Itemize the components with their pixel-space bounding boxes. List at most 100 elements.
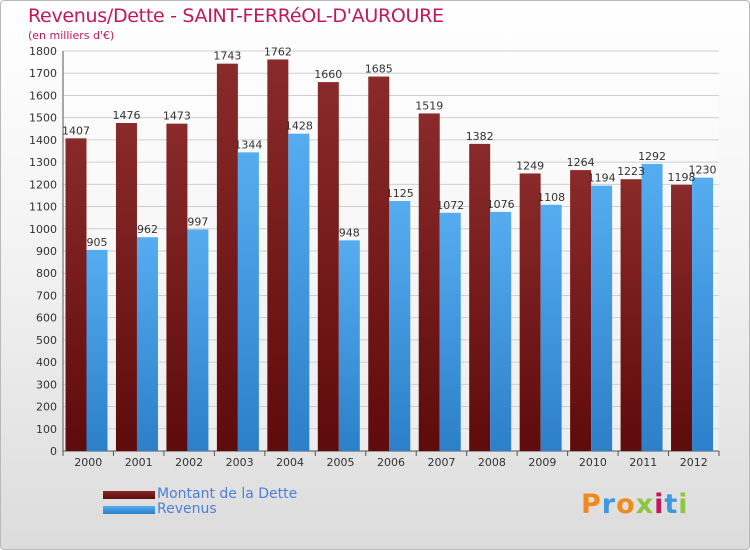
- legend-swatch-revenus: [103, 506, 155, 514]
- data-label-dette: 1382: [466, 130, 494, 143]
- bar-dette: [267, 59, 289, 451]
- legend-label-dette: Montant de la Dette: [157, 486, 298, 502]
- chart-title: Revenus/Dette - SAINT-FERRéOL-D'AUROURE: [28, 5, 444, 27]
- data-label-revenus: 948: [339, 226, 360, 239]
- bar-dette: [671, 184, 693, 451]
- bar-revenus: [591, 185, 613, 451]
- y-tick-label: 800: [36, 267, 57, 280]
- data-label-revenus: 1292: [638, 150, 666, 163]
- data-label-dette: 1264: [567, 156, 595, 169]
- x-tick-label: 2011: [629, 456, 657, 469]
- logo-letter: x: [635, 489, 655, 520]
- axes: 0 100 200 300 400 500 600 700 800 900 1000 1100 1200…: [29, 45, 720, 469]
- data-label-dette: 1198: [668, 171, 696, 184]
- bar-dette: [115, 123, 137, 451]
- bar-revenus: [86, 249, 108, 451]
- y-tick-label: 1300: [29, 156, 57, 169]
- bar-revenus: [490, 211, 512, 451]
- y-tick-label: 1400: [29, 134, 57, 147]
- logo-letter: i: [654, 489, 665, 520]
- logo-letter: i: [678, 489, 689, 520]
- data-label-revenus: 1076: [487, 198, 515, 211]
- data-label-dette: 1476: [112, 109, 140, 122]
- bar-revenus: [136, 237, 158, 451]
- data-label-revenus: 1344: [234, 138, 262, 151]
- y-tick-label: 1200: [29, 178, 57, 191]
- data-label-dette: 1519: [415, 99, 443, 112]
- x-tick-label: 2009: [528, 456, 556, 469]
- x-tick-label: 2001: [125, 456, 153, 469]
- data-label-dette: 1473: [163, 110, 191, 123]
- logo-letter: t: [664, 489, 679, 520]
- y-tick-label: 700: [36, 289, 57, 302]
- proxiti-logo: Proxiti: [581, 489, 689, 520]
- legend-swatch-dette: [103, 491, 155, 499]
- bar-revenus: [187, 229, 209, 451]
- logo-letter: r: [601, 489, 617, 520]
- data-label-dette: 1743: [213, 50, 241, 63]
- y-tick-label: 100: [36, 423, 57, 436]
- y-tick-label: 400: [36, 356, 57, 369]
- data-label-dette: 1762: [264, 45, 292, 58]
- bar-revenus: [389, 201, 411, 451]
- bar-revenus: [338, 240, 360, 451]
- data-label-dette: 1407: [62, 124, 90, 137]
- bar-revenus: [288, 133, 310, 451]
- y-tick-label: 600: [36, 312, 57, 325]
- bar-dette: [418, 113, 440, 451]
- data-label-revenus: 1072: [436, 199, 464, 212]
- bar-revenus: [540, 204, 562, 451]
- x-tick-label: 2004: [276, 456, 304, 469]
- x-tick-label: 2007: [427, 456, 455, 469]
- y-tick-label: 1500: [29, 112, 57, 125]
- bar-revenus: [439, 212, 461, 451]
- bar-revenus: [692, 177, 714, 451]
- bar-dette: [570, 170, 592, 451]
- y-tick-label: 0: [50, 445, 57, 458]
- data-label-revenus: 962: [137, 223, 158, 236]
- x-tick-label: 2005: [327, 456, 355, 469]
- x-tick-label: 2006: [377, 456, 405, 469]
- y-tick-label: 1600: [29, 89, 57, 102]
- bar-dette: [620, 179, 642, 451]
- y-tick-label: 500: [36, 334, 57, 347]
- bar-revenus: [237, 152, 259, 452]
- bar-dette: [166, 123, 188, 452]
- y-tick-label: 1700: [29, 67, 57, 80]
- bar-dette: [65, 138, 87, 452]
- x-tick-label: 2008: [478, 456, 506, 469]
- bar-dette: [368, 76, 390, 452]
- bar-dette: [469, 143, 491, 451]
- data-labels: 1407 905 1476 962 1473 997 1743 1344 1762 1428 166…: [62, 45, 717, 248]
- data-label-revenus: 1108: [537, 191, 565, 204]
- bar-revenus: [641, 163, 663, 451]
- data-label-revenus: 1230: [689, 164, 717, 177]
- x-tick-label: 2012: [680, 456, 708, 469]
- logo-letter: o: [616, 489, 636, 520]
- legend-label-revenus: Revenus: [157, 501, 217, 517]
- data-label-dette: 1685: [365, 63, 393, 76]
- x-tick-label: 2002: [175, 456, 203, 469]
- chart-subtitle: (en milliers d'€): [28, 29, 115, 42]
- x-tick-label: 2010: [579, 456, 607, 469]
- y-tick-label: 300: [36, 378, 57, 391]
- y-tick-label: 1100: [29, 201, 57, 214]
- bar-dette: [216, 63, 238, 452]
- logo-letter: P: [581, 489, 602, 520]
- data-label-dette: 1223: [617, 165, 645, 178]
- bar-dette: [519, 173, 541, 451]
- data-label-revenus: 997: [187, 215, 208, 228]
- data-label-dette: 1249: [516, 159, 544, 172]
- x-tick-label: 2003: [226, 456, 254, 469]
- data-label-revenus: 1194: [588, 172, 616, 185]
- y-tick-label: 1000: [29, 223, 57, 236]
- x-tick-label: 2000: [74, 456, 102, 469]
- data-label-revenus: 1125: [386, 187, 414, 200]
- y-tick-label: 1800: [29, 45, 57, 58]
- bars: [65, 59, 714, 452]
- y-tick-label: 200: [36, 401, 57, 414]
- data-label-revenus: 1428: [285, 120, 313, 133]
- data-label-dette: 1660: [314, 68, 342, 81]
